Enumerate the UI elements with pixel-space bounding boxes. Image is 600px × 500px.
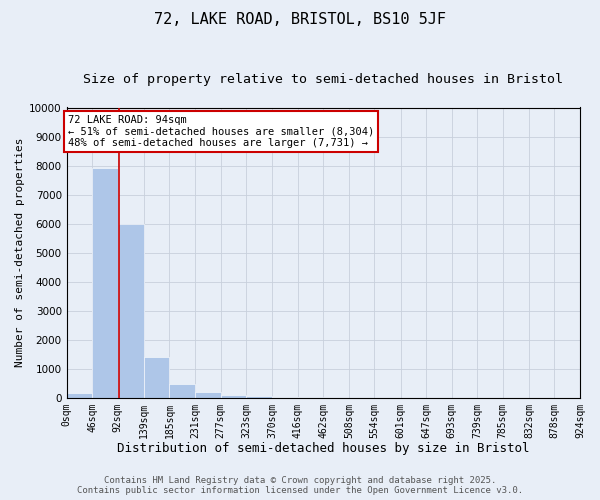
Bar <box>221 395 246 398</box>
Bar <box>246 396 272 398</box>
Text: 72 LAKE ROAD: 94sqm
← 51% of semi-detached houses are smaller (8,304)
48% of sem: 72 LAKE ROAD: 94sqm ← 51% of semi-detach… <box>68 115 374 148</box>
Text: 72, LAKE ROAD, BRISTOL, BS10 5JF: 72, LAKE ROAD, BRISTOL, BS10 5JF <box>154 12 446 28</box>
Bar <box>169 384 195 398</box>
Bar <box>92 168 118 398</box>
Y-axis label: Number of semi-detached properties: Number of semi-detached properties <box>15 138 25 368</box>
Bar <box>144 357 169 398</box>
Bar <box>118 224 144 398</box>
X-axis label: Distribution of semi-detached houses by size in Bristol: Distribution of semi-detached houses by … <box>117 442 530 455</box>
Bar <box>272 397 298 398</box>
Bar <box>195 392 221 398</box>
Title: Size of property relative to semi-detached houses in Bristol: Size of property relative to semi-detach… <box>83 72 563 86</box>
Bar <box>67 394 92 398</box>
Text: Contains HM Land Registry data © Crown copyright and database right 2025.
Contai: Contains HM Land Registry data © Crown c… <box>77 476 523 495</box>
